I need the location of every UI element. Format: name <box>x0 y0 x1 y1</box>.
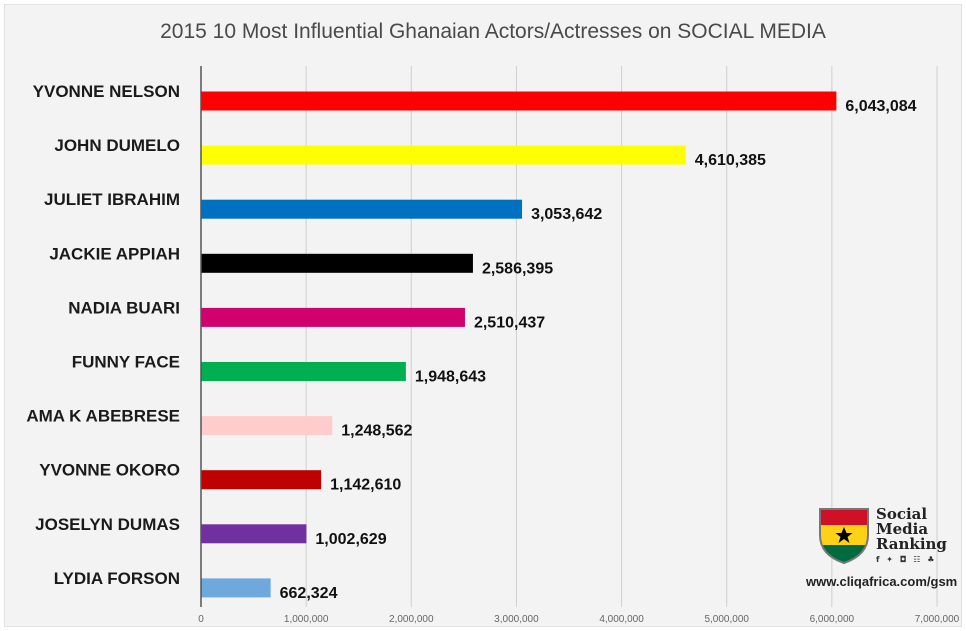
bar <box>201 524 307 544</box>
category-label: FUNNY FACE <box>72 353 180 372</box>
value-label: 6,043,084 <box>845 98 916 115</box>
category-labels: YVONNE NELSON JOHN DUMELO JULIET IBRAHIM JA… <box>26 82 180 588</box>
bar <box>201 416 333 436</box>
chart-title: 2015 10 Most Influential Ghanaian Actors… <box>160 20 826 43</box>
value-label: 1,948,643 <box>415 369 486 386</box>
category-label: JULIET IBRAHIM <box>44 190 180 209</box>
x-tick-label: 6,000,000 <box>810 614 855 625</box>
category-label: LYDIA FORSON <box>54 569 180 588</box>
x-tick-label: 4,000,000 <box>599 614 644 625</box>
bar <box>201 91 837 111</box>
x-tick-label: 7,000,000 <box>915 614 960 625</box>
value-label: 2,586,395 <box>482 260 553 277</box>
category-label: YVONNE NELSON <box>33 82 180 101</box>
value-label: 4,610,385 <box>695 152 766 169</box>
category-label: JOSELYN DUMAS <box>35 515 180 534</box>
logo-text-line2: Media <box>876 520 929 538</box>
social-media-ranking-logo: Social Media Ranking f ✦ ◘ ☷ ♣ <box>812 503 962 567</box>
value-label: 662,324 <box>280 585 338 602</box>
value-label: 1,248,562 <box>341 423 412 440</box>
category-label: YVONNE OKORO <box>39 461 180 480</box>
bar <box>201 470 322 490</box>
social-icons: f ✦ ◘ ☷ ♣ <box>876 555 937 564</box>
bar <box>201 578 271 598</box>
value-labels: 6,043,084 4,610,385 3,053,642 2,586,395 2,51… <box>280 98 917 602</box>
bar <box>201 145 686 165</box>
x-tick-label: 5,000,000 <box>704 614 749 625</box>
x-tick-label: 0 <box>198 614 204 625</box>
logo-text-line3: Ranking <box>876 535 947 553</box>
bars <box>201 91 837 598</box>
category-label: JACKIE APPIAH <box>49 244 180 263</box>
category-label: JOHN DUMELO <box>54 136 180 155</box>
bar <box>201 362 406 381</box>
bar <box>201 307 465 327</box>
value-label: 3,053,642 <box>531 206 602 223</box>
category-label: NADIA BUARI <box>68 298 180 317</box>
logo-text-line1: Social <box>876 505 928 523</box>
x-tick-labels: 0 1,000,000 2,000,000 3,000,000 4,000,000 5,0… <box>198 614 959 625</box>
bar <box>201 199 523 219</box>
value-label: 1,142,610 <box>330 477 401 494</box>
value-label: 1,002,629 <box>315 531 386 548</box>
x-tick-label: 2,000,000 <box>389 614 434 625</box>
x-tick-label: 3,000,000 <box>494 614 539 625</box>
bar <box>201 253 473 273</box>
source-url: www.cliqafrica.com/gsm <box>806 574 958 589</box>
x-tick-label: 1,000,000 <box>284 614 329 625</box>
category-label: AMA K ABEBRESE <box>26 407 180 426</box>
value-label: 2,510,437 <box>474 314 545 331</box>
ghana-flag-shield-icon <box>819 508 869 565</box>
